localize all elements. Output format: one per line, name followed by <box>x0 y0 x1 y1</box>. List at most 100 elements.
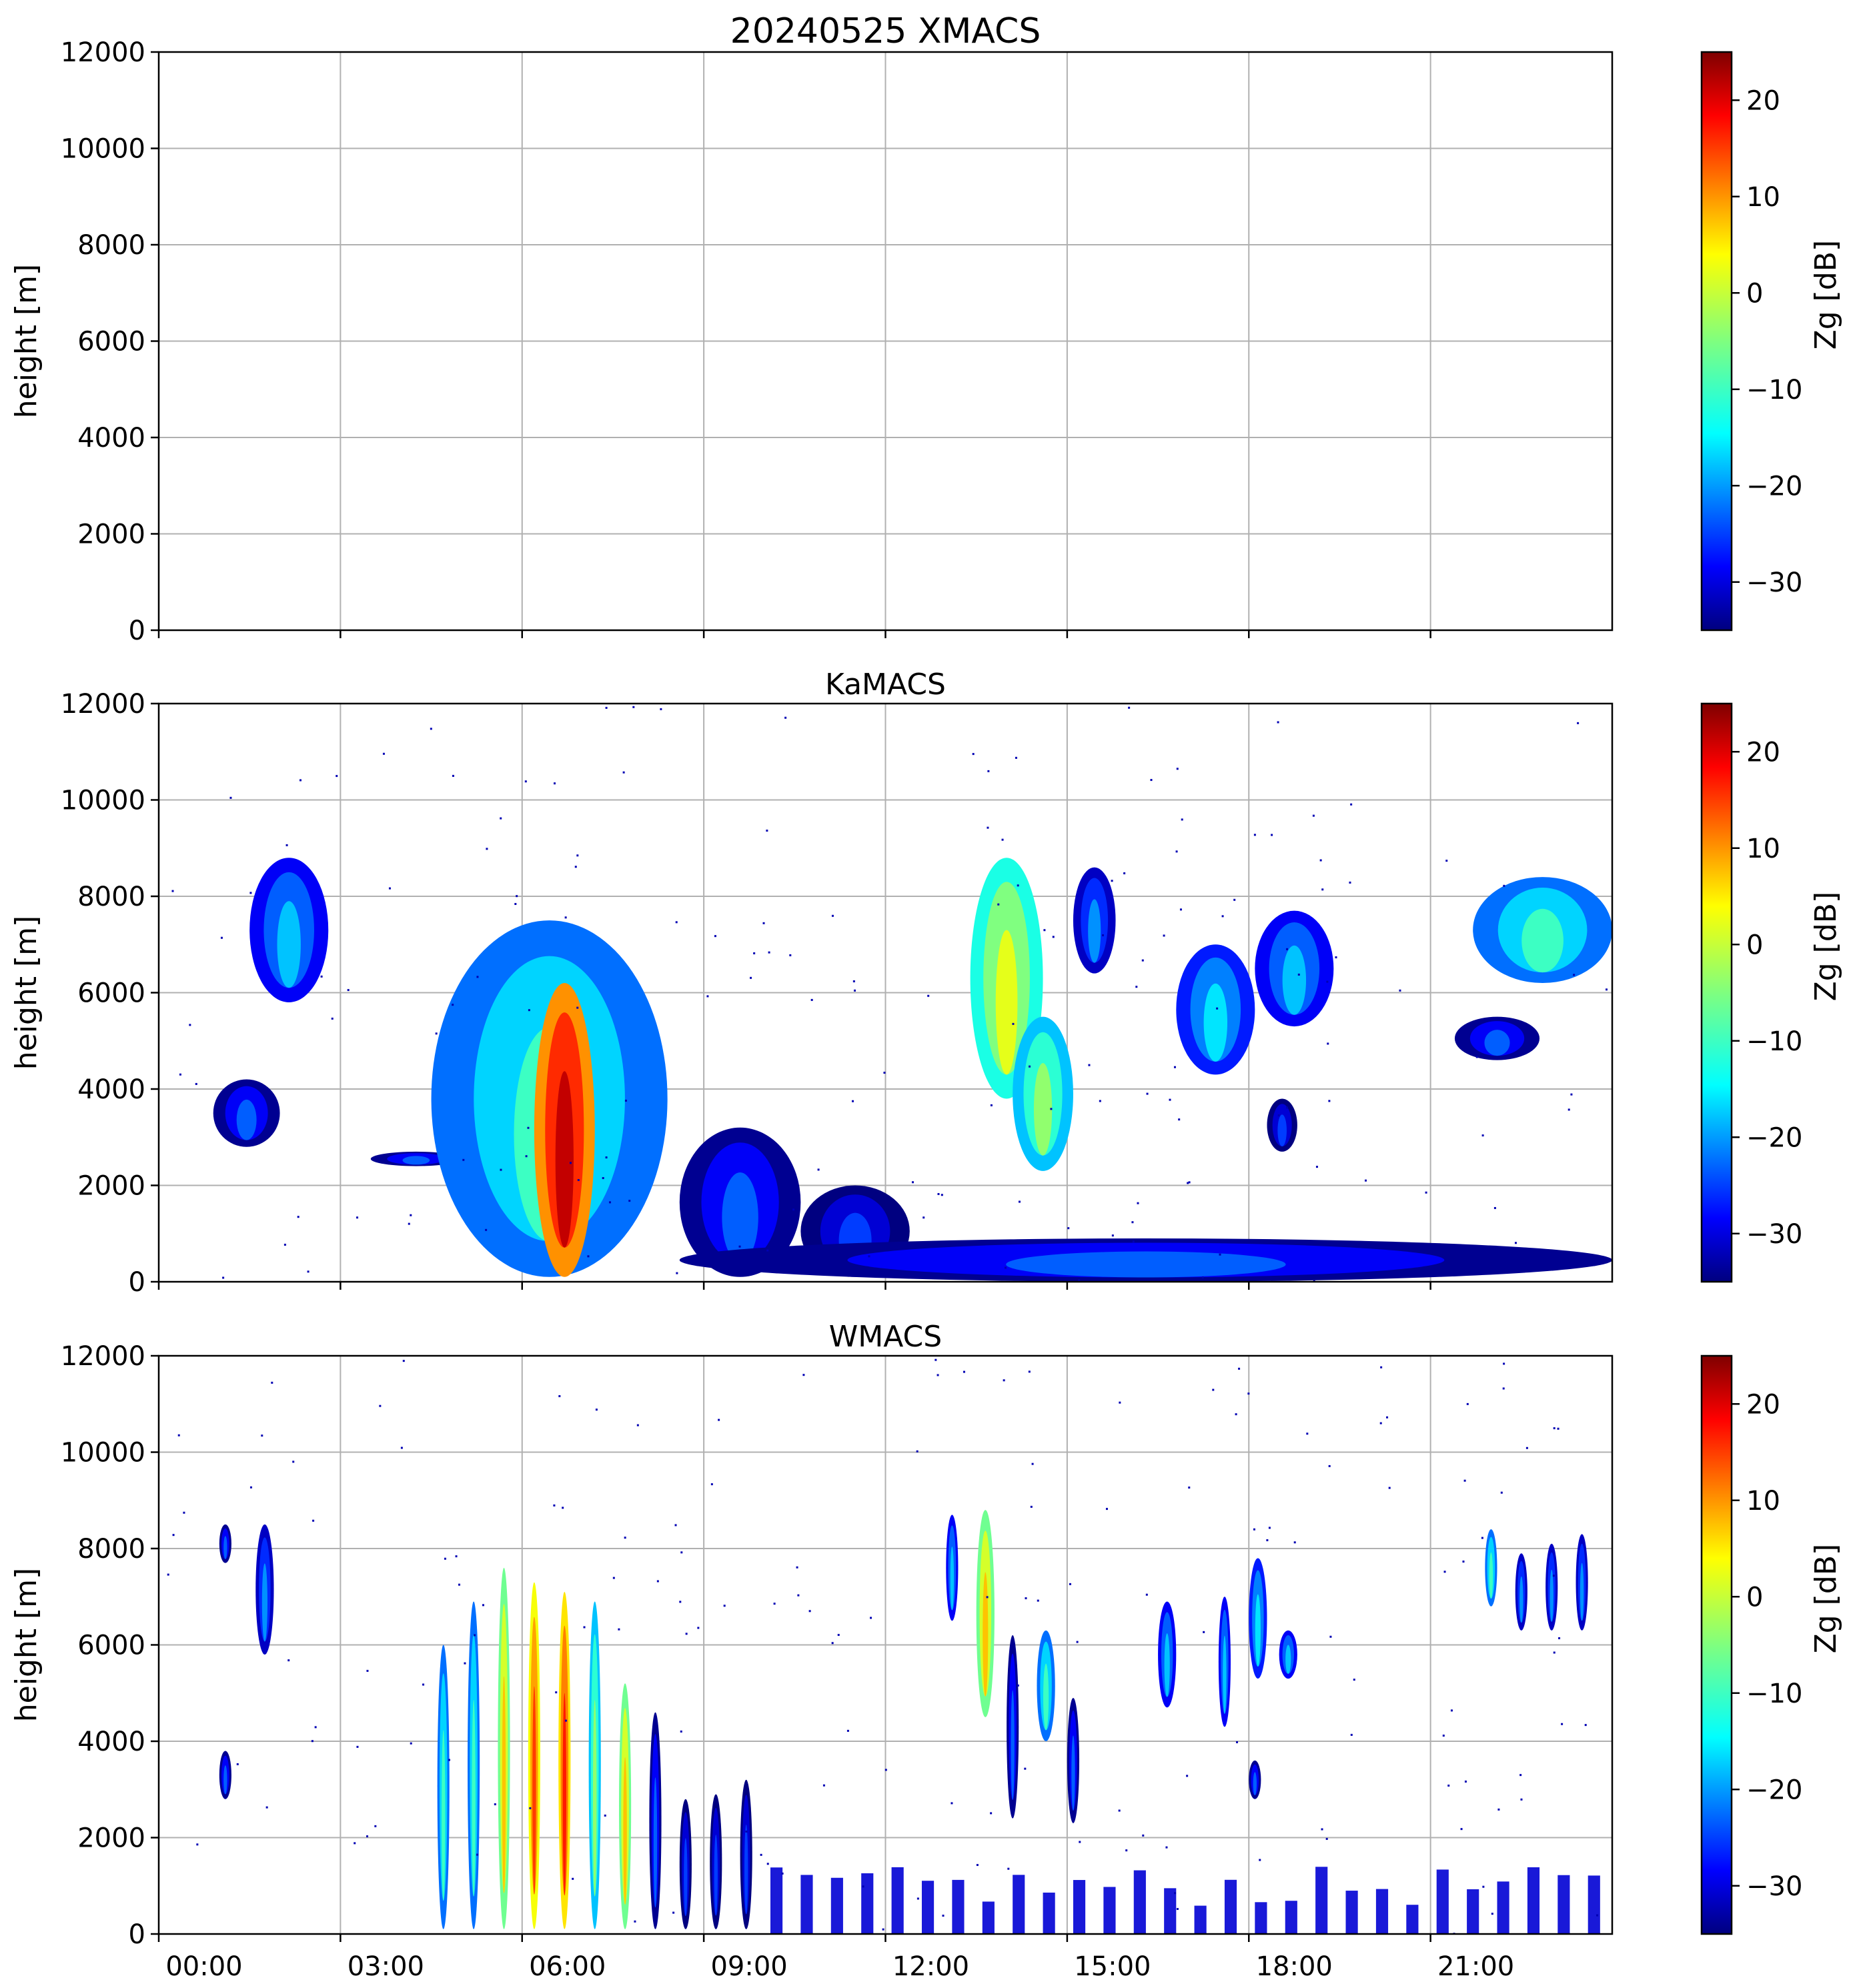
noise-speckle <box>1067 1227 1070 1230</box>
noise-speckle <box>1203 1631 1205 1633</box>
noise-speckle <box>1179 908 1182 911</box>
noise-speckle <box>331 1017 334 1020</box>
noise-speckle <box>773 1603 776 1605</box>
noise-speckle <box>455 1555 458 1558</box>
noise-speckle <box>1001 838 1004 841</box>
noise-speckle <box>1031 1462 1034 1465</box>
noise-speckle <box>292 1460 295 1463</box>
colorbar-tick-label: 10 <box>1746 1486 1780 1517</box>
echo-peak <box>950 1547 955 1611</box>
noise-speckle <box>574 866 577 868</box>
noise-speckle <box>1253 1528 1255 1531</box>
noise-speckle <box>1463 1479 1466 1482</box>
noise-speckle <box>1519 1774 1522 1777</box>
noise-speckle <box>311 1740 314 1743</box>
noise-speckle <box>524 780 527 783</box>
noise-speckle <box>1212 1388 1215 1391</box>
noise-speckle <box>285 844 288 846</box>
echo-peak <box>1255 1594 1261 1667</box>
noise-speckle <box>1076 1641 1079 1643</box>
noise-speckle <box>1178 1118 1181 1121</box>
noise-speckle <box>951 1802 953 1805</box>
colorbar-tick-label: −10 <box>1746 1026 1802 1057</box>
noise-speckle <box>569 1162 572 1164</box>
echo-peak <box>402 1156 430 1165</box>
echo-stripe <box>1527 1867 1540 1934</box>
noise-speckle <box>1176 768 1179 770</box>
echo-stripe <box>1255 1902 1267 1934</box>
noise-speckle <box>745 1830 748 1833</box>
noise-speckle <box>846 1729 849 1732</box>
noise-speckle <box>1025 1597 1027 1600</box>
x-tick-label: 15:00 <box>1074 1951 1151 1982</box>
noise-speckle <box>768 951 770 954</box>
noise-speckle <box>1503 884 1505 887</box>
noise-speckle <box>485 1228 488 1231</box>
noise-speckle <box>1015 756 1017 759</box>
noise-speckle <box>1175 850 1178 853</box>
noise-speckle <box>602 1177 604 1180</box>
noise-speckle <box>1266 1539 1269 1542</box>
noise-speckle <box>766 1249 769 1252</box>
noise-speckle <box>624 1537 626 1539</box>
noise-speckle <box>1028 1370 1031 1373</box>
noise-speckle <box>1233 898 1236 901</box>
noise-speckle <box>486 848 488 850</box>
noise-speckle <box>402 1360 405 1362</box>
noise-speckle <box>884 1769 887 1771</box>
colorbar-gradient <box>1700 702 1733 1283</box>
noise-speckle <box>1277 721 1279 724</box>
noise-speckle <box>987 826 989 829</box>
echo-stripe <box>952 1879 965 1934</box>
noise-speckle <box>1315 1166 1318 1168</box>
noise-speckle <box>1078 1279 1081 1282</box>
noise-speckle <box>1135 986 1138 988</box>
noise-speckle <box>179 1073 181 1076</box>
colorbar-tick-label: −30 <box>1746 1219 1802 1250</box>
noise-speckle <box>183 1511 185 1514</box>
noise-speckle <box>422 1683 425 1686</box>
noise-speckle <box>1388 1486 1391 1489</box>
colorbar-tick-label: −20 <box>1746 471 1802 502</box>
noise-speckle <box>229 796 232 799</box>
noise-speckle <box>1286 1106 1289 1109</box>
noise-speckle <box>781 1872 784 1875</box>
noise-speckle <box>1201 1276 1204 1279</box>
noise-speckle <box>679 1601 682 1603</box>
noise-speckle <box>1141 959 1144 962</box>
noise-speckle <box>1187 1182 1189 1184</box>
noise-speckle <box>1012 1022 1015 1025</box>
noise-speckle <box>1037 1599 1039 1602</box>
noise-speckle <box>916 1897 919 1900</box>
noise-speckle <box>1176 1907 1179 1910</box>
colorbar-tick-label: 20 <box>1746 85 1780 116</box>
noise-speckle <box>1349 881 1351 884</box>
noise-speckle <box>605 706 608 709</box>
noise-speckle <box>220 936 223 939</box>
noise-speckle <box>1271 834 1273 836</box>
noise-speckle <box>710 1483 713 1486</box>
noise-speckle <box>388 887 391 890</box>
noise-speckle <box>837 1634 840 1637</box>
colorbar-tick-label: 0 <box>1746 930 1763 960</box>
noise-speckle <box>283 1243 286 1246</box>
echo-peak <box>1484 1030 1510 1056</box>
echo-peak <box>1043 1663 1049 1731</box>
noise-speckle <box>1327 1042 1329 1045</box>
y-tick-label: 6000 <box>77 327 145 357</box>
noise-speckle <box>529 1807 532 1809</box>
noise-speckle <box>1236 1741 1239 1743</box>
echo-stripe <box>1436 1869 1449 1934</box>
noise-speckle <box>261 1434 263 1437</box>
echo-peak <box>1521 908 1564 973</box>
noise-speckle <box>379 1404 382 1407</box>
colorbar-tick-label: −20 <box>1746 1122 1802 1153</box>
echo-stripe <box>1013 1875 1025 1934</box>
noise-speckle <box>595 1408 598 1411</box>
x-tick-label: 00:00 <box>165 1951 242 1982</box>
noise-speckle <box>249 892 252 894</box>
noise-speckle <box>1188 1181 1191 1184</box>
noise-speckle <box>718 1418 720 1421</box>
noise-speckle <box>1497 1808 1500 1811</box>
noise-speckle <box>1145 1593 1148 1596</box>
